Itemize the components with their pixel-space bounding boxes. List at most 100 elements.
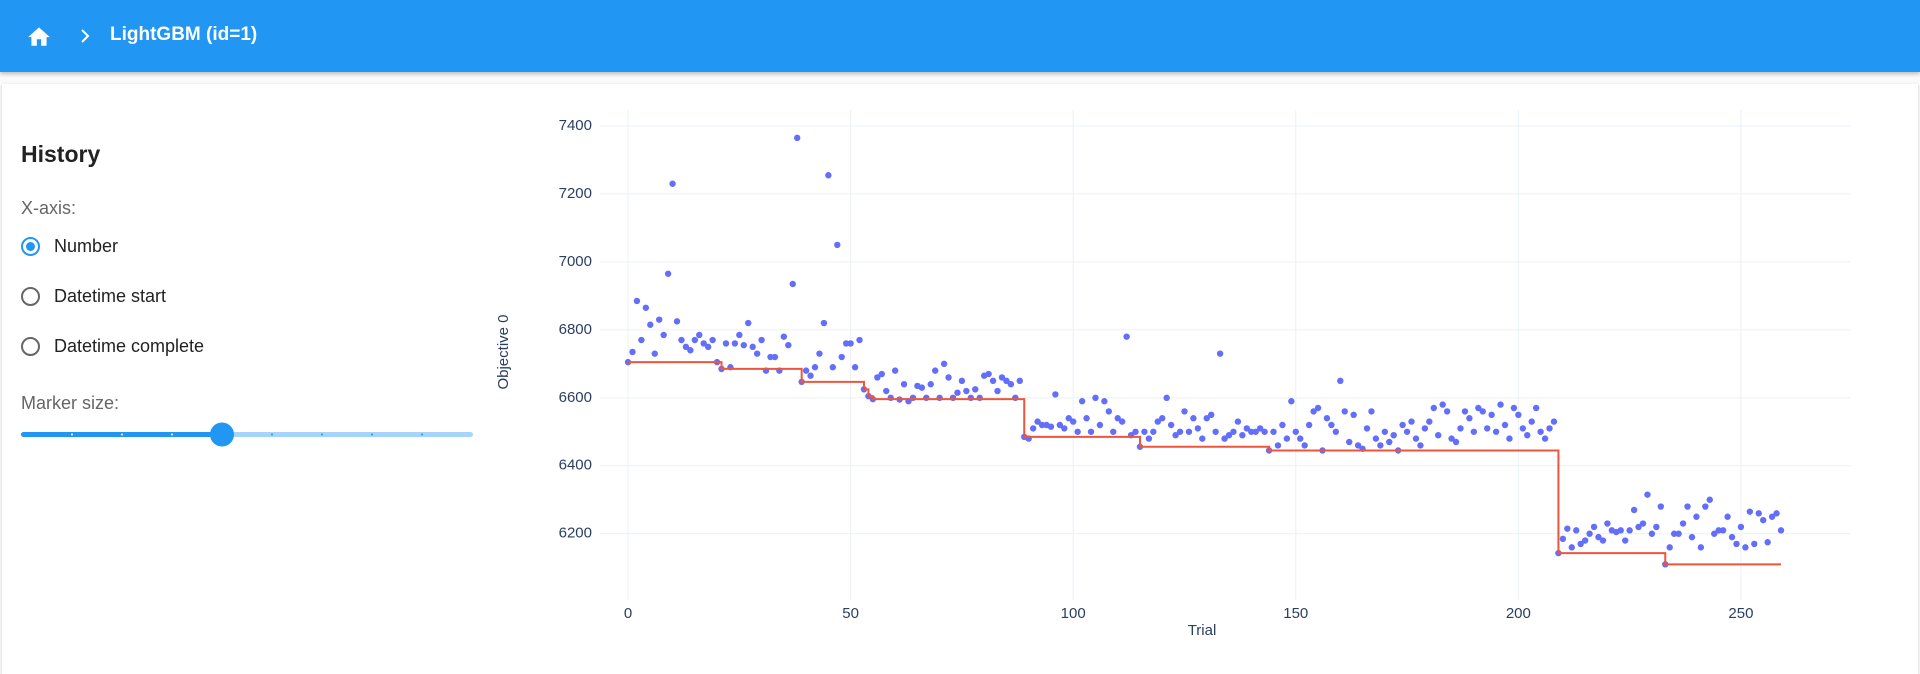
- point: [709, 336, 716, 344]
- point: [1047, 423, 1055, 430]
- point: [1621, 537, 1629, 544]
- point: [989, 377, 997, 385]
- point: [1114, 415, 1121, 422]
- point: [1190, 415, 1197, 422]
- point: [838, 353, 845, 361]
- point: [1208, 411, 1215, 419]
- point: [816, 350, 823, 357]
- point: [1524, 431, 1531, 439]
- point: [1176, 428, 1184, 435]
- point: [1297, 435, 1304, 442]
- point: [651, 350, 658, 357]
- point: [1083, 415, 1090, 422]
- point: [1475, 404, 1482, 412]
- point: [687, 347, 694, 354]
- x-tick-label: 100: [1061, 605, 1086, 622]
- point: [972, 386, 979, 393]
- y-tick-label: 6400: [559, 457, 592, 474]
- study-title[interactable]: LightGBM (id=1): [110, 24, 258, 45]
- point: [722, 340, 730, 347]
- point: [851, 364, 859, 371]
- point: [740, 341, 747, 349]
- point: [1003, 377, 1010, 385]
- point: [1492, 428, 1500, 435]
- point: [1483, 425, 1491, 432]
- point: [1577, 540, 1584, 548]
- point: [856, 336, 863, 344]
- point: [1203, 415, 1210, 422]
- point: [696, 331, 703, 339]
- point: [1693, 513, 1700, 520]
- point: [1532, 404, 1540, 412]
- point: [1163, 394, 1170, 402]
- point: [1252, 428, 1259, 435]
- point: [1755, 510, 1762, 517]
- point: [1065, 415, 1072, 422]
- point: [1310, 408, 1317, 415]
- point: [1657, 503, 1665, 510]
- point: [1078, 398, 1086, 405]
- point: [825, 172, 832, 179]
- x-tick-label: 0: [624, 605, 632, 622]
- point: [1279, 421, 1286, 429]
- radio-option[interactable]: Datetime complete: [21, 334, 204, 358]
- point: [802, 367, 810, 374]
- point: [682, 343, 690, 351]
- marker-size-label: Marker size:: [21, 393, 120, 413]
- point: [927, 381, 934, 388]
- point: [1056, 421, 1064, 429]
- point: [1426, 418, 1433, 425]
- point: [731, 340, 739, 347]
- slider[interactable]: [18, 420, 478, 450]
- home-icon[interactable]: [26, 24, 52, 48]
- point: [1372, 435, 1380, 442]
- point: [1386, 438, 1393, 446]
- point: [1172, 431, 1179, 439]
- radio-option[interactable]: Number: [21, 234, 118, 258]
- point: [642, 304, 650, 311]
- point: [1061, 425, 1068, 432]
- point: [998, 374, 1006, 381]
- point: [1105, 408, 1113, 415]
- point: [1074, 428, 1081, 435]
- point: [1248, 428, 1255, 435]
- x-tick-label: 50: [842, 605, 859, 622]
- point: [1101, 398, 1108, 405]
- point: [1150, 428, 1157, 435]
- point: [1368, 408, 1375, 415]
- x-axis-title: Trial: [1188, 622, 1217, 639]
- point: [1639, 520, 1647, 527]
- point: [1381, 428, 1389, 435]
- point: [874, 374, 881, 381]
- point: [700, 340, 707, 347]
- point: [1559, 535, 1567, 543]
- point: [736, 331, 743, 339]
- point: [780, 333, 788, 340]
- point: [1470, 428, 1478, 435]
- point: [1167, 421, 1175, 429]
- point: [1564, 525, 1571, 532]
- y-tick-label: 7000: [559, 253, 592, 270]
- y-tick-label: 7200: [559, 185, 592, 202]
- point: [1501, 421, 1509, 429]
- point: [1421, 425, 1429, 432]
- point: [1599, 537, 1607, 544]
- point: [1363, 425, 1371, 432]
- y-tick-label: 7400: [559, 117, 592, 134]
- y-tick-label: 6600: [559, 389, 592, 406]
- point: [963, 387, 970, 395]
- slider-thumb[interactable]: [210, 422, 234, 447]
- point: [1764, 539, 1771, 546]
- point: [1390, 431, 1397, 439]
- point: [1675, 530, 1682, 537]
- point: [1666, 544, 1673, 551]
- point: [1270, 428, 1277, 435]
- point: [1746, 508, 1754, 515]
- point: [1688, 533, 1696, 541]
- history-title: History: [21, 141, 101, 167]
- point: [1737, 523, 1745, 531]
- point: [1341, 408, 1348, 415]
- x-axis-label: X-axis:: [21, 198, 77, 218]
- radio-option[interactable]: Datetime start: [21, 284, 166, 308]
- point: [1742, 544, 1749, 551]
